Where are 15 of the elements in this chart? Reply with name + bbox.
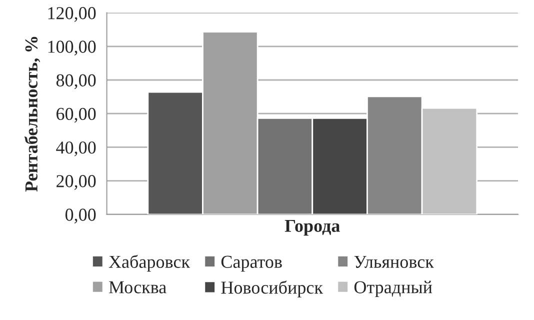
y-tick-label: 100,00 [48,40,96,56]
y-tick-label: 80,00 [56,74,96,90]
y-tick-label: 120,00 [48,7,96,22]
legend-label: Саратов [221,256,282,272]
legend-label: Хабаровск [108,254,190,272]
legend-label: Отрадный [354,280,432,298]
y-tick-label: 40,00 [56,141,96,156]
y-tick-label: 20,00 [56,175,96,190]
y-axis-title: Рентабельность, % [24,36,40,192]
y-tick-label: 60,00 [56,108,96,123]
legend-label: Москва [109,281,166,294]
x-axis-title: Города [284,220,340,236]
y-tick-label: 0,00 [65,208,96,224]
legend-label: Новосибирск [221,280,323,298]
legend-label: Ульяновск [354,256,434,268]
